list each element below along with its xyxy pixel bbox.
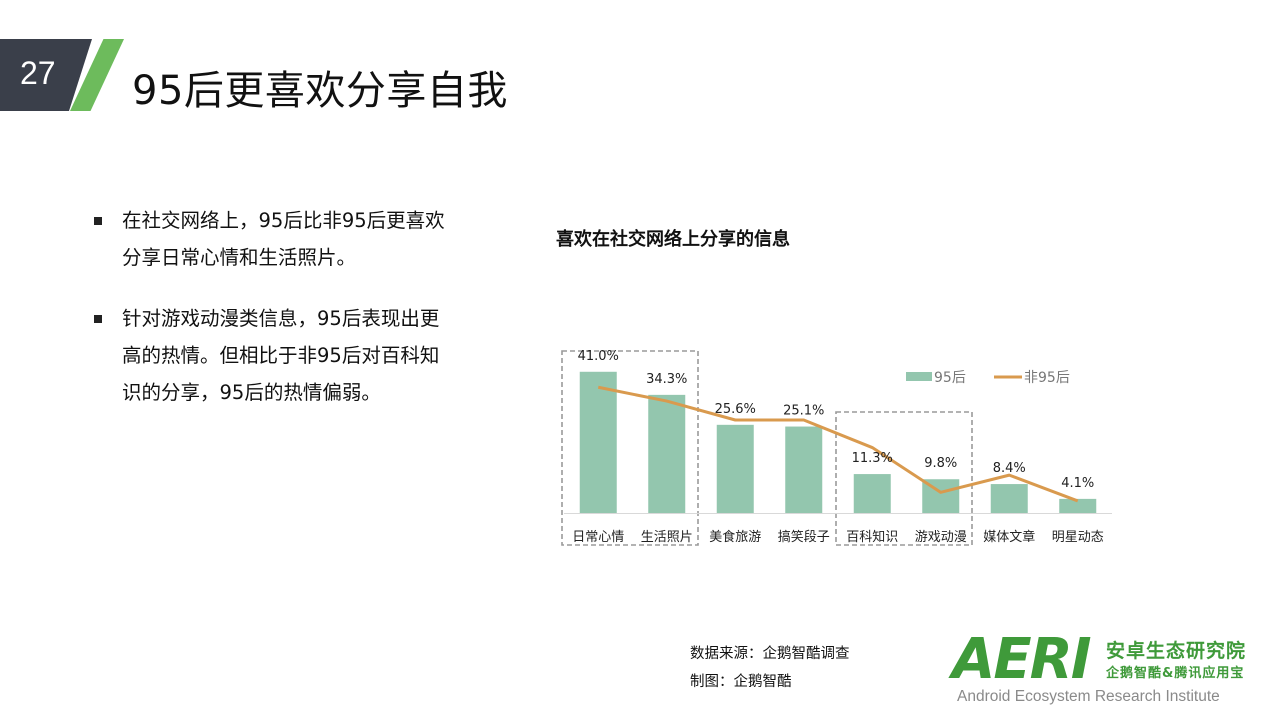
chart-title: 喜欢在社交网络上分享的信息: [556, 229, 790, 250]
bar-3: [785, 426, 823, 513]
category-label-5: 游戏动漫: [915, 530, 967, 545]
bullet-text: 在社交网络上，95后比非95后更喜欢分享日常心情和生活照片。: [122, 209, 445, 269]
category-label-0: 日常心情: [572, 530, 624, 545]
logo-cn-sub: 企鹅智酷&腾讯应用宝: [1106, 666, 1245, 681]
slide-number: 27: [20, 55, 56, 91]
legend-label-non95: 非95后: [1024, 370, 1070, 386]
bullet-text: 针对游戏动漫类信息，95后表现出更高的热情。但相比于非95后对百科知识的分享，9…: [122, 307, 440, 404]
logo-letters: AERI: [952, 627, 1092, 692]
category-label-4: 百科知识: [846, 529, 898, 545]
logo-cn-name: 安卓生态研究院: [1106, 640, 1247, 662]
category-label-6: 媒体文章: [983, 529, 1035, 545]
bar-2: [716, 424, 754, 513]
bar-6: [990, 484, 1028, 513]
bar-line-chart: 41.0% 34.3% 25.6% 25.1% 11.3% 9.8% 8.4% 4.1% 日常心…: [561, 349, 1112, 546]
data-label-3: 25.1%: [783, 404, 824, 419]
data-label-2: 25.6%: [715, 402, 756, 417]
data-label-5: 9.8%: [924, 456, 957, 471]
aeri-logo: AERI 安卓生态研究院 企鹅智酷&腾讯应用宝 Android Ecosyste…: [952, 632, 1257, 712]
data-label-0: 41.0%: [578, 349, 619, 364]
series-line-non95: [597, 385, 1079, 503]
bullet-list: 在社交网络上，95后比非95后更喜欢分享日常心情和生活照片。 针对游戏动漫类信息…: [92, 202, 452, 435]
highlight-box: [835, 411, 973, 546]
bullet-item: 针对游戏动漫类信息，95后表现出更高的热情。但相比于非95后对百科知识的分享，9…: [92, 300, 452, 411]
bullet-square-icon: [94, 217, 102, 225]
highlight-box: [561, 350, 699, 546]
bar-0: [579, 371, 617, 513]
bar-4: [853, 474, 891, 513]
bullet-square-icon: [94, 315, 102, 323]
slide-number-badge: 27: [0, 39, 92, 111]
data-label-4: 11.3%: [852, 451, 893, 466]
data-label-7: 4.1%: [1061, 476, 1094, 491]
category-label-1: 生活照片: [641, 530, 693, 545]
legend-label-95: 95后: [934, 370, 966, 386]
bar-1: [648, 394, 686, 513]
category-label-7: 明星动态: [1052, 530, 1104, 545]
category-label-2: 美食旅游: [709, 529, 761, 545]
logo-en-name: Android Ecosystem Research Institute: [957, 688, 1220, 705]
chart-maker: 制图：企鹅智酷: [690, 674, 792, 690]
page-title: 95后更喜欢分享自我: [132, 68, 508, 114]
bar-7: [1059, 498, 1097, 513]
data-label-6: 8.4%: [993, 461, 1026, 476]
data-label-1: 34.3%: [646, 372, 687, 387]
bullet-item: 在社交网络上，95后比非95后更喜欢分享日常心情和生活照片。: [92, 202, 452, 276]
data-source: 数据来源：企鹅智酷调查: [690, 646, 850, 662]
legend-swatch-95: [906, 372, 932, 381]
category-label-3: 搞笑段子: [778, 529, 830, 545]
